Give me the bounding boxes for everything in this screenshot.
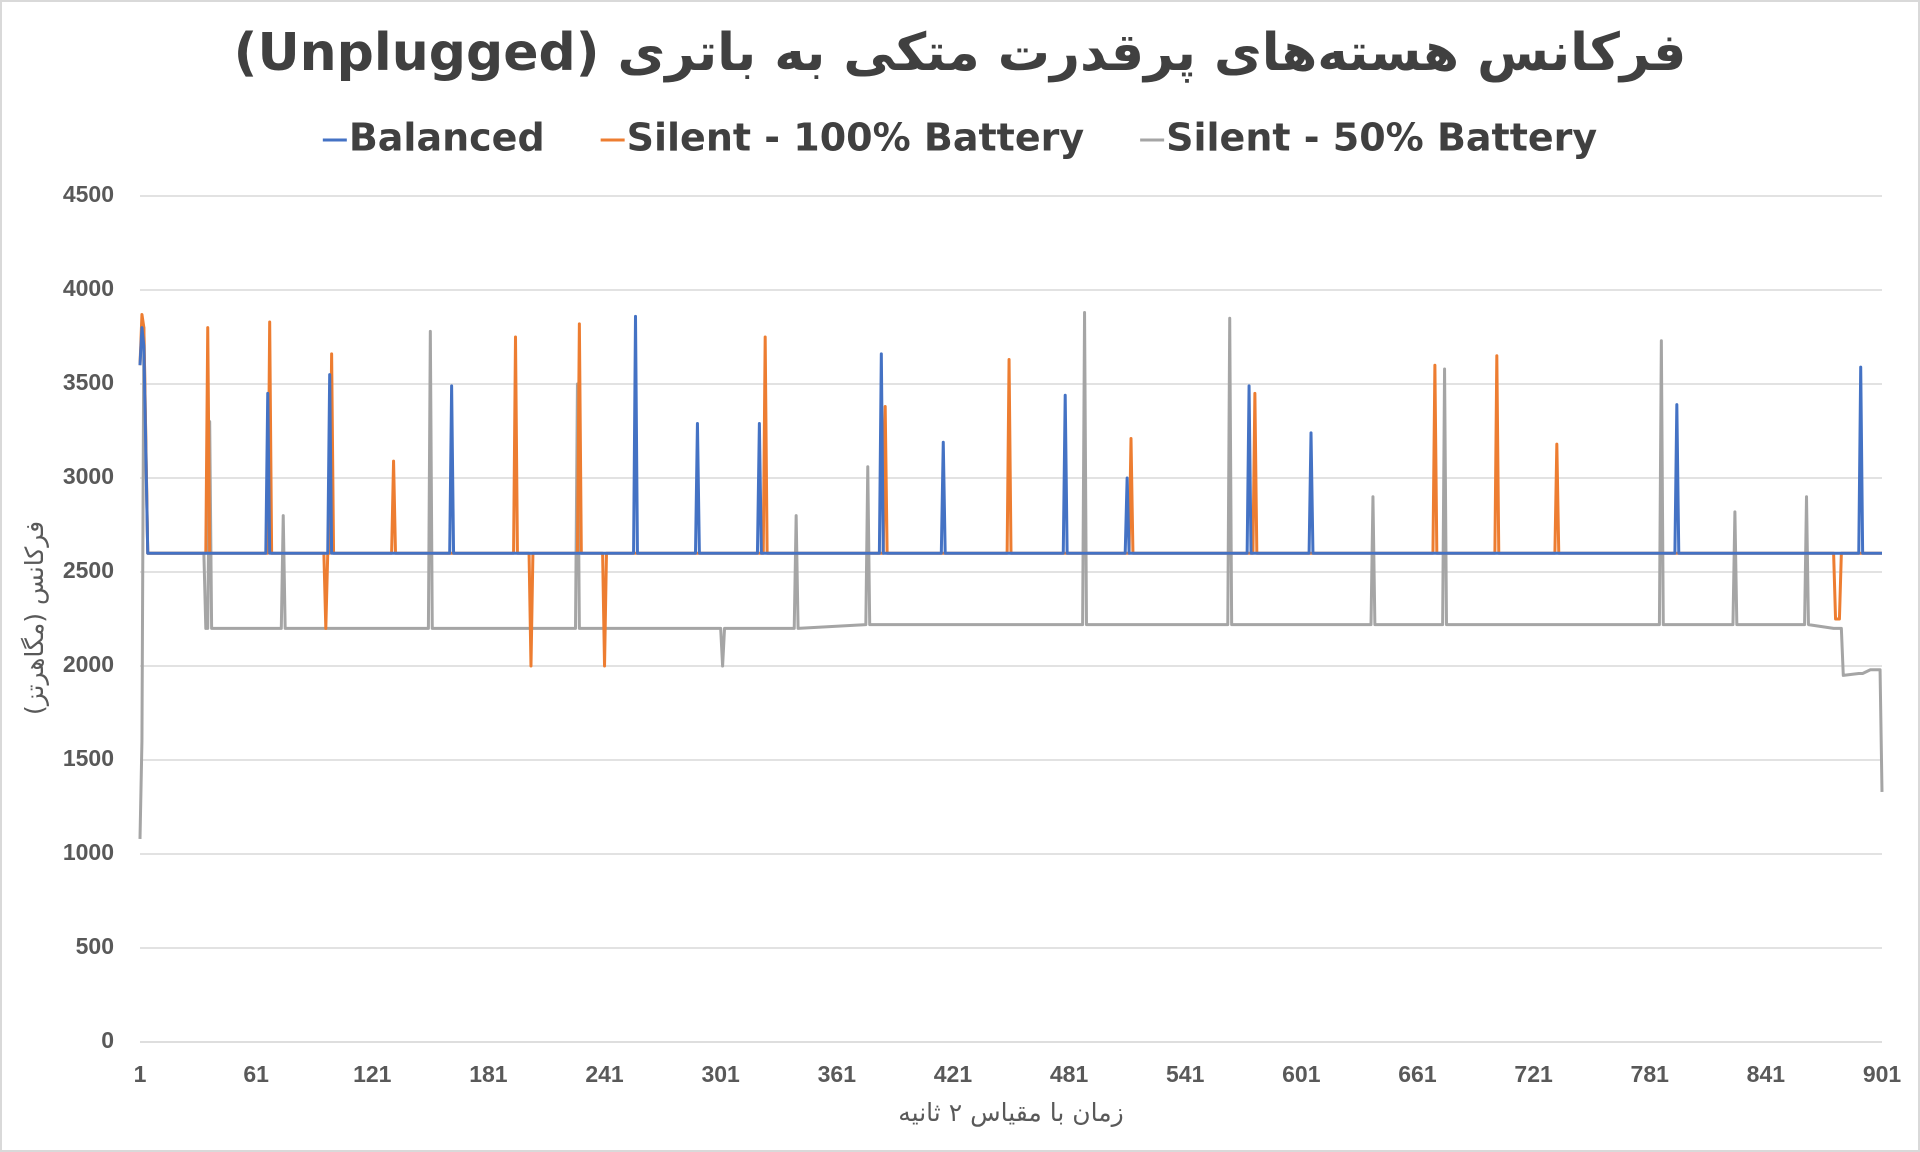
y-tick-label: 0	[101, 1027, 114, 1053]
y-tick-label: 3500	[63, 369, 114, 395]
y-tick-label: 2000	[63, 651, 114, 677]
x-tick-label: 361	[818, 1061, 857, 1087]
x-tick-label: 241	[585, 1061, 624, 1087]
legend: Balanced Silent - 100% Battery Silent - 50…	[322, 116, 1597, 160]
x-tick-label: 601	[1282, 1061, 1321, 1087]
y-tick-label: 3000	[63, 463, 114, 489]
legend-label: Silent - 50% Battery	[1166, 116, 1597, 160]
legend-label: Balanced	[349, 116, 545, 160]
y-tick-label: 2500	[63, 557, 114, 583]
y-tick-label: 1500	[63, 745, 114, 771]
y-tick-label: 1000	[63, 839, 114, 865]
x-tick-label: 181	[469, 1061, 508, 1087]
x-tick-label: 781	[1631, 1061, 1670, 1087]
data-line	[138, 314, 1882, 555]
data-line	[138, 311, 1884, 839]
x-tick-label: 901	[1863, 1061, 1902, 1087]
x-tick-label: 661	[1398, 1061, 1437, 1087]
legend-label: Silent - 100% Battery	[627, 116, 1085, 160]
x-tick-label: 421	[934, 1061, 973, 1087]
x-tick-label: 721	[1514, 1061, 1553, 1087]
y-axis-label: فرکانس (مگاهرتز)	[20, 521, 49, 715]
y-tick-label: 4000	[63, 275, 114, 301]
x-tick-label: 481	[1050, 1061, 1089, 1087]
x-tick-label: 841	[1747, 1061, 1786, 1087]
chart-title: فرکانس هسته‌های پرقدرت متکی به باتری (Un…	[234, 23, 1687, 83]
x-axis-label: زمان با مقیاس ۲ ثانیه	[898, 1098, 1123, 1127]
x-tick-label: 121	[353, 1061, 392, 1087]
x-tick-label: 61	[243, 1061, 269, 1087]
y-tick-label: 500	[76, 933, 114, 959]
y-tick-label: 4500	[63, 181, 114, 207]
x-tick-label: 301	[701, 1061, 740, 1087]
x-tick-label: 1	[134, 1061, 147, 1087]
x-tick-label: 541	[1166, 1061, 1205, 1087]
